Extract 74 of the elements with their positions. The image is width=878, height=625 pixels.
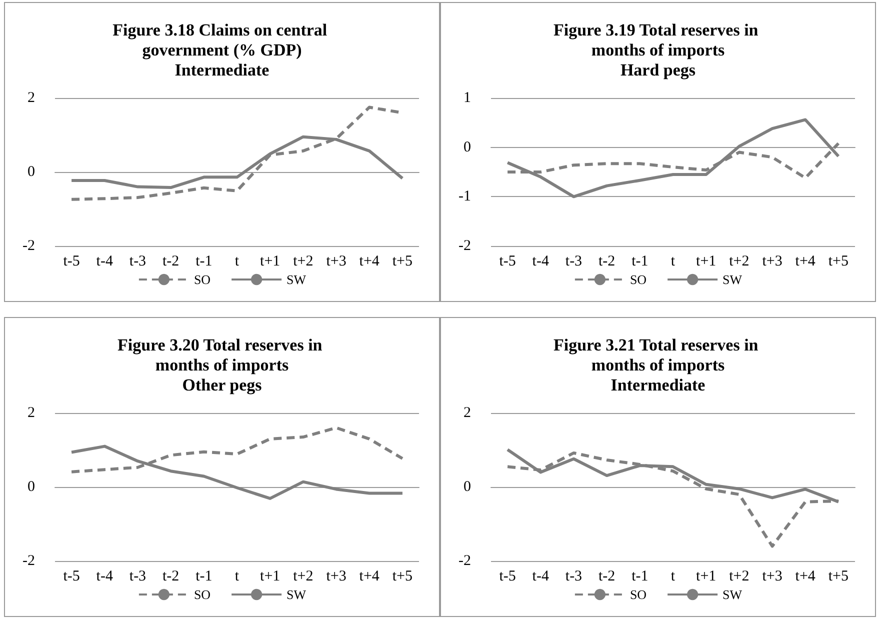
- legend-label: SO: [630, 272, 647, 287]
- x-tick-label: t+2: [729, 254, 750, 270]
- x-tick-label: t-3: [129, 568, 146, 584]
- y-tick-label: 2: [28, 90, 35, 106]
- x-tick-label: t+3: [762, 568, 782, 584]
- chart-title: Figure 3.20 Total reserves in months of imports: [117, 336, 327, 374]
- x-tick-label: t-2: [162, 254, 180, 270]
- legend-label: SW: [286, 587, 307, 602]
- x-tick-label: t-2: [598, 568, 616, 584]
- x-tick-label: t-5: [499, 254, 516, 270]
- y-tick-label: 0: [28, 479, 35, 495]
- legend-label: SW: [722, 272, 743, 287]
- chart-subtitle: Other pegs: [182, 376, 262, 394]
- x-tick-label: t+5: [828, 568, 849, 584]
- x-tick-label: t+5: [392, 568, 413, 584]
- x-tick-label: t+1: [696, 568, 716, 584]
- x-tick-label: t+1: [696, 254, 716, 270]
- x-tick-label: t-5: [63, 254, 80, 270]
- chart-title: Figure 3.19 Total reserves in months of imports: [553, 20, 763, 60]
- x-tick-label: t-4: [532, 254, 550, 270]
- y-tick-label: -1: [458, 188, 471, 205]
- x-tick-label: t-3: [129, 254, 146, 270]
- y-tick-label: -2: [22, 238, 35, 254]
- x-tick-label: t+1: [260, 568, 280, 584]
- x-tick-label: t-1: [196, 568, 212, 584]
- x-tick-label: t+4: [359, 254, 380, 270]
- y-tick-label: 1: [464, 90, 471, 106]
- line-series: [506, 118, 840, 198]
- chart-subtitle: Intermediate: [610, 376, 706, 394]
- x-tick-label: t-2: [162, 568, 180, 584]
- y-tick-label: 0: [28, 164, 35, 180]
- chart-subtitle: Hard pegs: [620, 60, 696, 80]
- x-tick-label: t-4: [96, 254, 114, 270]
- legend-label: SW: [286, 272, 307, 287]
- x-tick-label: t+5: [828, 254, 849, 270]
- y-tick-label: -2: [458, 238, 471, 254]
- y-tick-label: 0: [464, 479, 471, 495]
- x-tick-label: t: [234, 568, 240, 584]
- x-tick-label: t+3: [762, 254, 782, 270]
- x-tick-label: t-1: [632, 568, 648, 584]
- x-tick-label: t+4: [359, 568, 380, 584]
- y-tick-label: -2: [22, 553, 35, 569]
- x-tick-label: t+3: [326, 254, 346, 270]
- x-tick-label: t+1: [260, 254, 280, 270]
- x-tick-label: t+3: [326, 568, 346, 584]
- legend-label: SO: [630, 587, 647, 602]
- y-tick-label: -2: [458, 553, 471, 569]
- x-tick-label: t-5: [499, 568, 516, 584]
- y-tick-label: 2: [464, 405, 471, 421]
- x-tick-label: t: [670, 568, 676, 584]
- chart-title: Figure 3.18 Claims on central government (% GDP): [112, 20, 332, 60]
- x-tick-label: t+2: [293, 254, 314, 270]
- y-tick-label: 0: [464, 139, 471, 156]
- x-tick-label: t+2: [293, 568, 314, 584]
- legend-label: SO: [194, 272, 211, 287]
- x-tick-label: t-1: [196, 254, 212, 270]
- x-tick-label: t+4: [795, 568, 816, 584]
- legend-label: SW: [722, 587, 743, 602]
- x-tick-label: t-2: [598, 254, 616, 270]
- x-tick-label: t+5: [392, 254, 413, 270]
- x-tick-label: t-3: [565, 568, 582, 584]
- x-tick-label: t: [234, 254, 240, 270]
- x-tick-label: t-4: [532, 568, 550, 584]
- x-tick-label: t: [670, 254, 676, 270]
- y-tick-label: 2: [28, 405, 35, 421]
- x-tick-label: t-5: [63, 568, 80, 584]
- x-tick-label: t-3: [565, 254, 582, 270]
- chart-title: Figure 3.21 Total reserves in months of imports: [553, 336, 763, 374]
- x-tick-label: t+4: [795, 254, 816, 270]
- x-tick-label: t+2: [729, 568, 750, 584]
- x-tick-label: t-1: [632, 254, 648, 270]
- chart-subtitle: Intermediate: [174, 60, 270, 80]
- legend-label: SO: [194, 587, 211, 602]
- x-tick-label: t-4: [96, 568, 114, 584]
